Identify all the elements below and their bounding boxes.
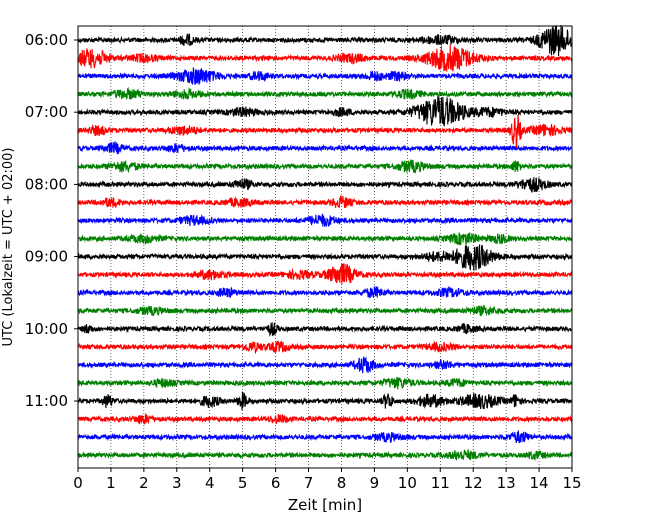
trace-1100 <box>77 391 573 411</box>
plot-frame <box>77 25 573 469</box>
y-tick-label: 08:00 <box>25 175 68 193</box>
x-tick-label: 12 <box>464 474 483 492</box>
trace-1030 <box>77 356 573 374</box>
y-tick-label: 09:00 <box>25 248 68 266</box>
trace-0945 <box>77 304 573 317</box>
trace-0845 <box>77 232 573 246</box>
trace-0815 <box>77 195 573 209</box>
x-tick-label: 1 <box>106 474 116 492</box>
trace-0630 <box>77 67 573 86</box>
x-tick-label: 8 <box>337 474 347 492</box>
trace-0830 <box>77 213 573 227</box>
x-tick-label: 6 <box>271 474 281 492</box>
trace-1130 <box>77 430 573 444</box>
trace-0715 <box>77 114 573 150</box>
trace-0800 <box>77 177 573 193</box>
y-tick-label: 06:00 <box>25 31 68 49</box>
trace-0915 <box>77 263 573 285</box>
trace-1115 <box>77 413 573 425</box>
trace-0600 <box>77 24 573 57</box>
x-axis-label: Zeit [min] <box>288 496 362 514</box>
x-tick-label: 14 <box>530 474 549 492</box>
x-tick-label: 9 <box>370 474 380 492</box>
trace-0730 <box>77 140 573 155</box>
trace-1145 <box>77 449 573 461</box>
y-axis-label: UTC (Lokalzeit = UTC + 02:00) <box>1 148 16 347</box>
plot-background <box>78 26 572 468</box>
trace-1015 <box>77 340 573 355</box>
trace-0645 <box>77 86 573 100</box>
x-tick-label: 2 <box>139 474 149 492</box>
x-tick-label: 11 <box>431 474 450 492</box>
x-tick-label: 0 <box>73 474 83 492</box>
x-tick-label: 10 <box>398 474 417 492</box>
trace-0745 <box>77 159 573 174</box>
x-tick-label: 13 <box>497 474 516 492</box>
x-tick-label: 3 <box>172 474 182 492</box>
trace-1045 <box>77 376 573 390</box>
x-axis-ticks: 0 1 2 3 4 5 6 7 8 9 10 11 12 13 14 15 <box>73 468 582 492</box>
y-tick-label: 07:00 <box>25 103 68 121</box>
y-tick-label: 11:00 <box>25 392 68 410</box>
y-axis-ticks: 06:00 07:00 08:00 09:00 10:00 11:00 <box>25 31 78 410</box>
seismic-traces <box>77 24 573 461</box>
trace-1000 <box>77 321 573 337</box>
y-tick-label: 10:00 <box>25 320 68 338</box>
x-tick-label: 7 <box>304 474 314 492</box>
trace-0615 <box>77 44 573 72</box>
x-tick-label: 4 <box>205 474 215 492</box>
trace-0700 <box>77 96 573 127</box>
trace-0900 <box>77 244 573 271</box>
trace-0930 <box>77 286 573 299</box>
x-tick-label: 5 <box>238 474 248 492</box>
x-tick-label: 15 <box>562 474 581 492</box>
